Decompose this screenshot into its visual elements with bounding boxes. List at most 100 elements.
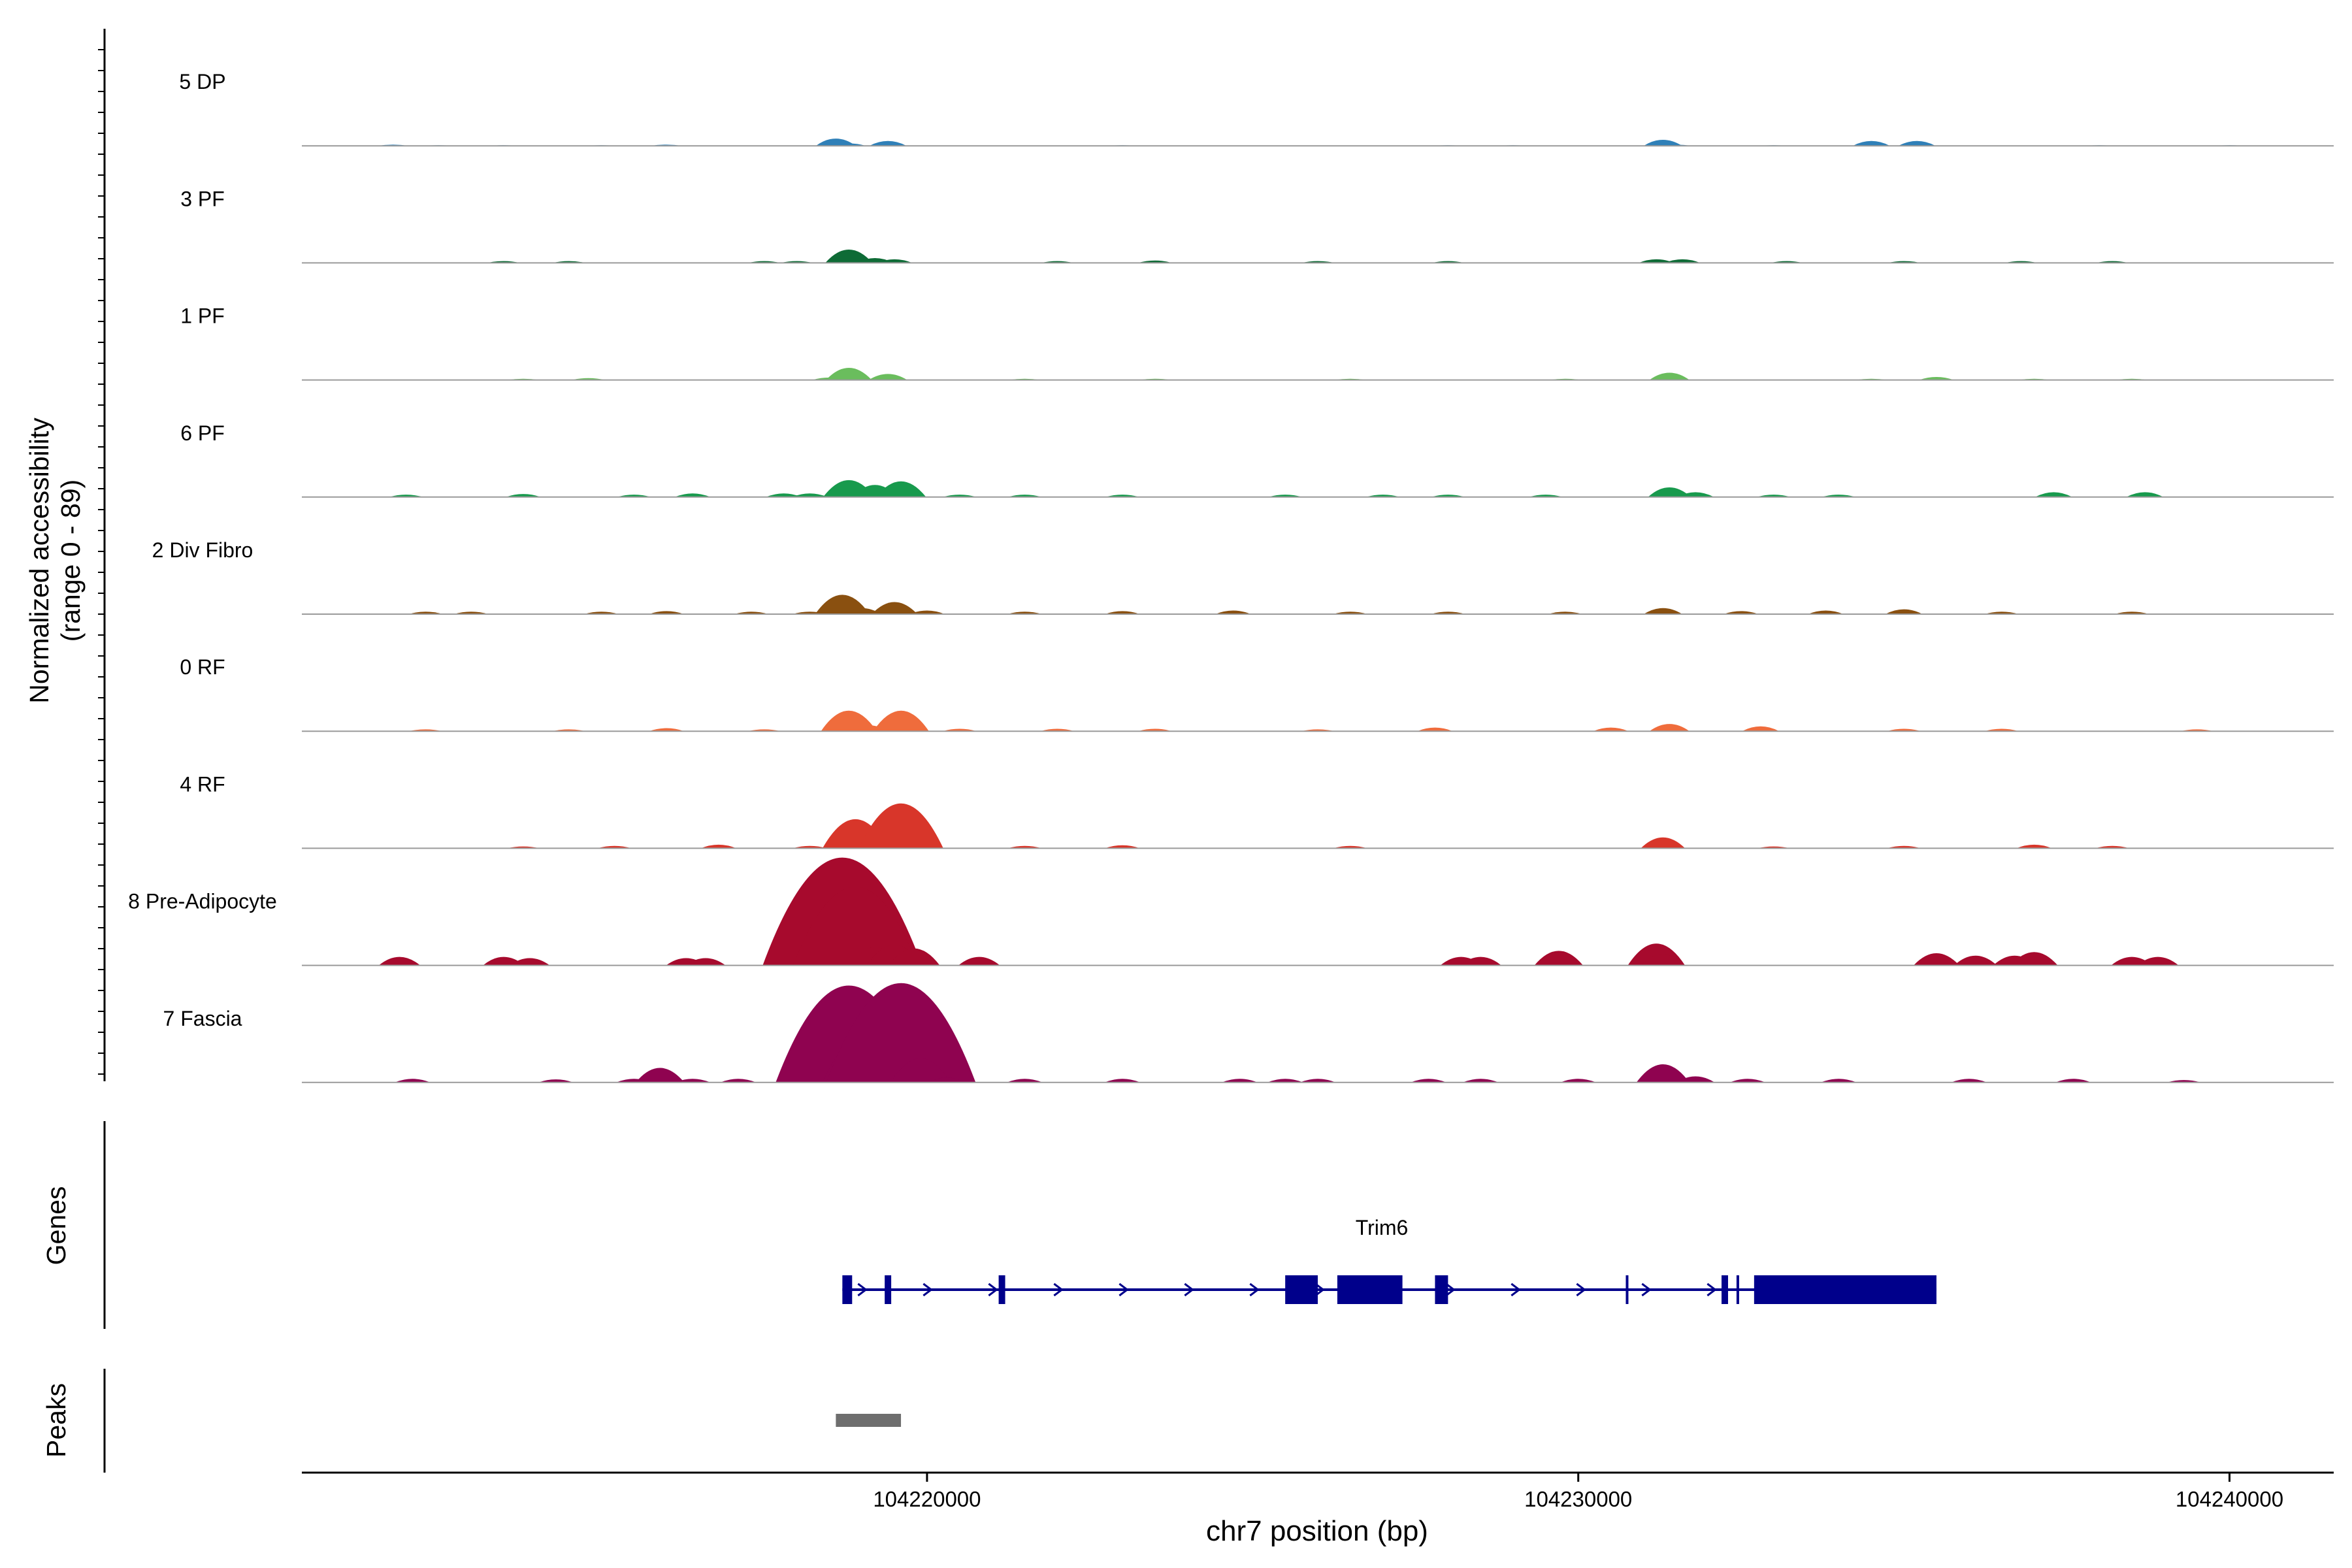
gene-exon bbox=[1337, 1275, 1403, 1304]
coverage-peak bbox=[1852, 140, 1890, 146]
track-label: 1 PF bbox=[180, 304, 225, 328]
coverage-peak bbox=[1649, 724, 1690, 732]
coverage-peak bbox=[378, 956, 421, 966]
coverage-peak bbox=[873, 710, 929, 732]
gene-exon bbox=[1754, 1275, 1936, 1304]
peaks-axis-label: Peaks bbox=[41, 1383, 71, 1458]
coverage-peak bbox=[1808, 610, 1844, 614]
coverage-peak bbox=[1676, 492, 1714, 497]
coverage-peak bbox=[1821, 1079, 1857, 1083]
track-6-pf: 6 PF bbox=[180, 421, 2334, 498]
coverage-peak bbox=[674, 493, 711, 497]
coverage-tracks: 5 DP 3 PF 1 PF 6 PF 2 Div Fibro 0 RF 4 RF 8 Pre… bbox=[128, 70, 2334, 1083]
coverage-peak bbox=[876, 259, 913, 263]
gene-exon bbox=[1285, 1275, 1318, 1304]
track-5-dp: 5 DP bbox=[179, 70, 2334, 147]
track-label: 3 PF bbox=[180, 187, 225, 210]
coverage-ylabel-line1: Normalized accessibility bbox=[24, 417, 54, 704]
coverage-peak bbox=[1560, 1079, 1596, 1083]
gene-exon bbox=[1722, 1275, 1728, 1304]
track-8-pre-adipocyte: 8 Pre-Adipocyte bbox=[128, 857, 2334, 966]
coverage-peak bbox=[649, 728, 684, 732]
coverage-peak bbox=[506, 494, 541, 497]
peak-region bbox=[836, 1414, 902, 1427]
coverage-peak bbox=[395, 1079, 431, 1083]
strand-arrow bbox=[1576, 1282, 1586, 1297]
coverage-peak bbox=[700, 844, 737, 849]
track-2-div-fibro: 2 Div Fibro bbox=[152, 538, 2334, 615]
coverage-peak bbox=[1636, 1064, 1690, 1083]
coverage-peak bbox=[1648, 487, 1691, 497]
coverage-peak bbox=[1460, 956, 1501, 966]
gene-track: Trim6 bbox=[842, 1216, 1936, 1304]
coverage-peak bbox=[1951, 1079, 1987, 1083]
coverage-peak bbox=[2016, 844, 2052, 849]
strand-arrow bbox=[923, 1282, 933, 1297]
x-tick-label: 104240000 bbox=[2176, 1487, 2283, 1511]
x-axis-title: chr7 position (bp) bbox=[1206, 1515, 1428, 1547]
coverage-peak bbox=[2010, 952, 2058, 966]
coverage-y-ticks bbox=[98, 49, 105, 1075]
x-tick-label: 104220000 bbox=[873, 1487, 981, 1511]
coverage-peak bbox=[1723, 611, 1759, 614]
coverage-peak bbox=[1676, 1076, 1715, 1083]
coverage-peak bbox=[1215, 610, 1251, 614]
coverage-peak bbox=[958, 956, 1000, 966]
coverage-peak bbox=[1649, 372, 1690, 380]
coverage-peak bbox=[1664, 259, 1701, 263]
coverage-peak bbox=[872, 602, 918, 614]
strand-arrow bbox=[1053, 1282, 1064, 1297]
gene-exon bbox=[998, 1275, 1005, 1304]
strand-arrow bbox=[1315, 1282, 1325, 1297]
track-label: 0 RF bbox=[180, 655, 225, 679]
coverage-ylabel-line2: (range 0 - 89) bbox=[56, 480, 86, 642]
coverage-peak bbox=[674, 1079, 711, 1083]
coverage-peak bbox=[1914, 953, 1959, 966]
coverage-peak bbox=[826, 368, 872, 380]
coverage-peak bbox=[2035, 492, 2072, 497]
coverage-peak bbox=[1643, 139, 1682, 146]
coverage-peak bbox=[1641, 954, 1686, 966]
strand-arrow bbox=[1707, 1282, 1717, 1297]
coverage-peak bbox=[766, 493, 802, 497]
coverage-peak bbox=[720, 1079, 757, 1083]
strand-arrow bbox=[1445, 1282, 1456, 1297]
coverage-peak bbox=[1267, 1079, 1303, 1083]
coverage-peak bbox=[2126, 492, 2164, 497]
coverage-peak bbox=[1919, 376, 1954, 380]
coverage-peak bbox=[1534, 951, 1583, 966]
coverage-peak bbox=[825, 250, 873, 263]
coverage-peak bbox=[1105, 611, 1140, 614]
strand-arrow bbox=[1184, 1282, 1194, 1297]
coverage-peak bbox=[1742, 726, 1780, 732]
coverage-peak bbox=[1411, 1079, 1446, 1083]
strand-arrow bbox=[1511, 1282, 1521, 1297]
coverage-peak bbox=[909, 610, 945, 614]
coverage-peak bbox=[1593, 727, 1629, 732]
strand-arrow bbox=[1119, 1282, 1129, 1297]
track-1-pf: 1 PF bbox=[180, 304, 2334, 381]
coverage-peak bbox=[1643, 608, 1682, 614]
coverage-peak bbox=[1641, 837, 1686, 849]
coverage-peak bbox=[2137, 956, 2179, 966]
coverage-peak bbox=[842, 608, 881, 614]
coverage-peak bbox=[1954, 955, 1997, 966]
coverage-peak bbox=[826, 983, 976, 1083]
coverage-peak bbox=[1417, 727, 1453, 732]
genes-axis-label: Genes bbox=[41, 1186, 71, 1266]
coverage-peak bbox=[1104, 1079, 1141, 1083]
coverage-peak bbox=[875, 481, 926, 497]
strand-arrow bbox=[857, 1282, 868, 1297]
gene-name-label: Trim6 bbox=[1356, 1216, 1409, 1239]
coverage-peak bbox=[636, 1068, 685, 1083]
x-axis-ticks: 104220000 104230000 104240000 bbox=[873, 1473, 2283, 1511]
track-3-pf: 3 PF bbox=[180, 187, 2334, 264]
strand-arrow bbox=[988, 1282, 998, 1297]
coverage-peak bbox=[510, 958, 550, 966]
track-4-rf: 4 RF bbox=[180, 772, 2334, 849]
strand-arrow bbox=[1641, 1282, 1652, 1297]
coverage-peak bbox=[890, 1058, 951, 1083]
coverage-peak bbox=[1898, 140, 1936, 146]
coverage-peak bbox=[1222, 1079, 1258, 1083]
